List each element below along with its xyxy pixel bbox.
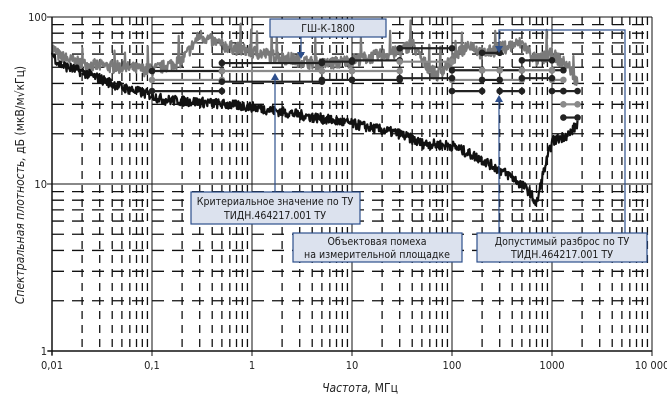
generator-label: ГШ-К-1800 (301, 23, 354, 35)
criteria-lower-marker (496, 87, 504, 95)
curves (50, 19, 579, 207)
criteria-lower-marker (560, 114, 567, 121)
x-tick-label: 1000 (539, 359, 564, 372)
criteria-nominal-marker (348, 67, 356, 75)
tick-labels: 0,01 0,1 1 10 100 1000 10 000 1 10 100 (28, 11, 667, 372)
criterion-label-line1: Критериальное значение по ТУ (197, 196, 354, 208)
y-tick-label: 10 (34, 178, 47, 191)
criteria-nominal-marker (548, 66, 556, 74)
criteria-upper-marker (448, 44, 456, 52)
x-tick-label: 10 (346, 359, 359, 372)
object-noise-curve (50, 52, 579, 207)
criteria-lower-marker (496, 76, 504, 84)
criteria-nominal-marker (560, 76, 567, 84)
criteria-lower-marker (478, 87, 486, 95)
criteria-nominal-marker (396, 67, 404, 75)
criteria-upper-marker (148, 67, 156, 75)
criterion-label-box: Критериальное значение по ТУ ТИДН.464217… (190, 191, 361, 225)
criteria-steps (148, 44, 581, 121)
criteria-nominal-marker (496, 66, 504, 74)
criteria-lower-marker (518, 87, 526, 95)
criteria-lower-marker (478, 76, 486, 84)
criteria-lower-marker (218, 78, 226, 85)
criteria-lower-marker (218, 87, 226, 95)
criteria-upper-marker (448, 66, 456, 74)
criteria-upper-marker (396, 44, 404, 52)
criteria-lower-marker (318, 76, 326, 84)
callout-arrowheads (271, 46, 503, 102)
x-tick-label: 10 000 (635, 359, 667, 372)
noise-label-box: Объектовая помеха на измерительной площа… (292, 232, 463, 263)
criteria-nominal-marker (448, 58, 456, 65)
criteria-nominal-marker (148, 76, 156, 84)
noise-label-line1: Объектовая помеха (327, 236, 426, 248)
criteria-lower-marker (396, 74, 404, 82)
criteria-nominal-marker (574, 101, 581, 108)
criteria-upper-marker (518, 57, 526, 64)
criteria-upper-marker (478, 49, 486, 57)
x-tick-label: 100 (443, 359, 462, 372)
x-tick-label: 0,1 (144, 359, 160, 372)
tolerance-label-line1: Допустимый разброс по ТУ (495, 236, 630, 248)
generator-curve (50, 19, 579, 87)
criterion-label-line2: ТИДН.464217.001 ТУ (223, 210, 326, 222)
criteria-upper-marker (218, 59, 226, 67)
criteria-upper-marker (574, 87, 581, 95)
criteria-upper-marker (548, 57, 556, 64)
tolerance-label-line2: ТИДН.464217.001 ТУ (510, 249, 613, 261)
criteria-lower-marker (574, 114, 581, 121)
criteria-lower-marker (548, 87, 556, 95)
noise-label-line2: на измерительной площадке (304, 249, 450, 261)
tolerance-label-box: Допустимый разброс по ТУ ТИДН.464217.001… (476, 232, 648, 263)
criteria-lower-marker (448, 87, 456, 95)
criteria-lower-marker (560, 87, 567, 95)
criteria-upper-marker (348, 57, 356, 64)
criteria-nominal-marker (560, 101, 567, 108)
callout-lines (274, 29, 626, 233)
x-tick-label: 0,01 (41, 359, 63, 372)
criteria-nominal-marker (318, 67, 326, 75)
x-tick-label: 1 (249, 359, 255, 372)
y-tick-label: 1 (41, 345, 47, 358)
x-axis-label: Частота, МГц (322, 381, 398, 395)
criteria-nominal-marker (218, 67, 226, 75)
y-tick-label: 100 (28, 11, 47, 24)
criteria-nominal-marker (396, 58, 404, 65)
criteria-upper-marker (318, 58, 326, 65)
y-axis-label: Спектральная плотность, дБ (мкВ/м√кГц) (13, 66, 27, 304)
axes (48, 17, 652, 355)
criteria-upper-marker (560, 66, 567, 74)
criteria-nominal-marker (518, 66, 526, 74)
criteria-lower-marker (348, 76, 356, 84)
criteria-nominal-marker (478, 66, 486, 74)
criteria-lower-marker (148, 87, 156, 95)
criteria-lower-marker (448, 74, 456, 82)
criteria-lower-marker (518, 74, 526, 82)
criteria-lower-marker (548, 74, 556, 82)
generator-label-box: ГШ-К-1800 (269, 18, 387, 38)
